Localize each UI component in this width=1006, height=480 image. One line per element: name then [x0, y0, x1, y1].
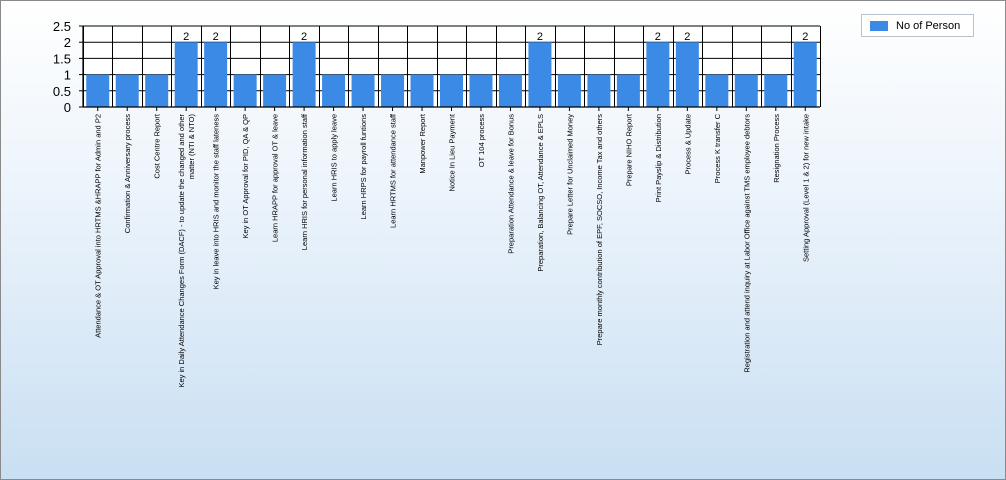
bar[interactable] — [528, 42, 552, 108]
x-tick-label: Cost Centre Report — [153, 113, 162, 179]
bar[interactable] — [705, 74, 729, 107]
y-tick-label: 0.5 — [53, 84, 71, 99]
x-tick-label: Registration and attend inquiry at Labor… — [742, 114, 751, 373]
x-tick-label: Key in leave into HRIS and monitor the s… — [212, 114, 221, 290]
bar[interactable] — [410, 74, 434, 107]
bar[interactable] — [498, 74, 522, 107]
y-tick-label: 1.5 — [53, 51, 71, 66]
y-tick-label: 0 — [64, 100, 71, 115]
bar[interactable] — [263, 74, 287, 107]
bar[interactable] — [233, 74, 257, 107]
x-tick-label: Notice In Lieu Payment — [448, 113, 457, 191]
bar[interactable] — [86, 74, 110, 107]
bar[interactable] — [646, 42, 670, 108]
data-label: 2 — [655, 31, 661, 43]
x-tick-label: Resignation Process — [772, 114, 781, 183]
bar[interactable] — [115, 74, 139, 107]
bar[interactable] — [616, 74, 640, 107]
x-tick-label: Attendance & OT Approval into HRTMS &HRA… — [94, 114, 103, 338]
bar[interactable] — [675, 42, 699, 108]
bar[interactable] — [587, 74, 611, 107]
y-tick-label: 1 — [64, 68, 71, 83]
x-tick-label: Key in OT Approval for PID, QA & QP — [241, 114, 250, 239]
data-label: 2 — [802, 31, 808, 43]
x-tick-label: Process K transfer C — [713, 113, 722, 183]
bar[interactable] — [469, 74, 493, 107]
x-tick-label: Learn HRIS for personal information staf… — [300, 113, 309, 250]
x-tick-label: Setting Approval (Level 1 & 2) for new i… — [801, 114, 810, 262]
y-tick-label: 2 — [64, 35, 71, 50]
x-tick-label: Prepare Letter for Unclaimed Money — [565, 114, 574, 235]
bar[interactable] — [440, 74, 463, 107]
x-tick-label: Manpower Report — [418, 113, 427, 174]
data-label: 2 — [537, 31, 543, 43]
bar[interactable] — [734, 74, 758, 107]
legend-label: No of Person — [896, 19, 961, 32]
x-tick-label: Prepare monthly contribution of EPF, SOC… — [595, 114, 604, 345]
bar[interactable] — [351, 74, 375, 107]
x-tick-label: Learn HRIS to apply leave — [330, 114, 339, 202]
legend-swatch — [870, 20, 888, 31]
x-tick-label: Preparation, Balancing OT, Attendance & … — [536, 114, 545, 272]
data-label: 2 — [183, 31, 189, 43]
x-tick-label: Key in Daily Attendance Changes Form (DA… — [177, 113, 196, 387]
x-tick-label: Preparation Attendance & leave for Bonus — [506, 114, 515, 254]
bar[interactable] — [557, 74, 581, 107]
legend: No of Person — [861, 14, 974, 37]
x-tick-label: Process & Update — [683, 114, 692, 174]
x-tick-label: Confirmation & Anniversary process — [123, 114, 132, 233]
x-tick-label: OT 104 process — [477, 114, 486, 167]
x-tick-label: Prepare NIHO Report — [624, 113, 633, 186]
bar[interactable] — [381, 74, 405, 107]
bar[interactable] — [322, 74, 346, 107]
x-tick-label: Print Payslip & Distribution — [654, 114, 663, 202]
data-label: 2 — [684, 31, 690, 43]
bar[interactable] — [292, 42, 316, 108]
bar[interactable] — [204, 42, 228, 108]
x-tick-label: Learn HRAPP for approval OT & leave — [271, 114, 280, 242]
bar[interactable] — [793, 42, 817, 108]
x-tick-label: Learn HRTMS for attendance staff — [389, 113, 398, 228]
x-tick-label: Learn HRPS for payroll funtions — [359, 114, 368, 220]
bar[interactable] — [174, 42, 198, 108]
y-tick-label: 2.5 — [53, 19, 71, 34]
bar[interactable] — [145, 74, 169, 107]
data-label: 2 — [301, 31, 307, 43]
bar[interactable] — [764, 74, 788, 107]
data-label: 2 — [213, 31, 219, 43]
